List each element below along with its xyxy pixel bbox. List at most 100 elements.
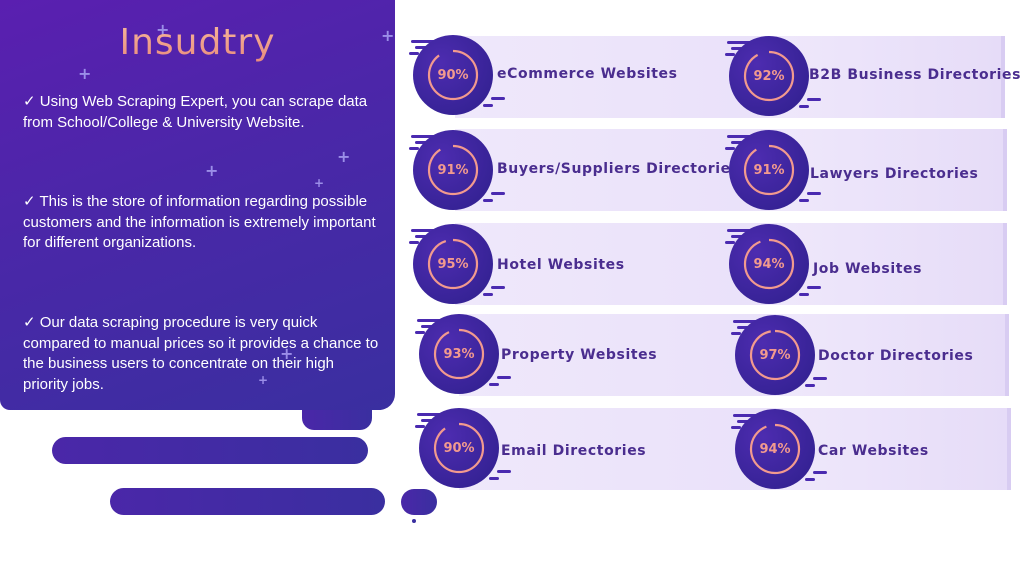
percent-value: 90% (443, 440, 475, 456)
percent-value: 94% (753, 256, 785, 272)
card-band (770, 36, 1005, 118)
progress-arc-fill (749, 423, 801, 475)
progress-arc (743, 238, 795, 290)
panel-drip (401, 489, 437, 515)
plus-sparkle-icon: + (156, 22, 169, 38)
decor-line (489, 383, 499, 386)
card-label: Job Websites (813, 261, 923, 277)
card-label: Doctor Directories (818, 348, 974, 364)
decor-line (805, 384, 815, 387)
progress-arc-fill (433, 328, 485, 380)
plus-sparkle-icon: + (314, 176, 325, 190)
decor-line (799, 293, 809, 296)
card-band (770, 223, 1007, 305)
plus-sparkle-icon: + (337, 147, 351, 166)
progress-arc-fill (427, 49, 479, 101)
progress-arc-fill (743, 144, 795, 196)
percent-value: 90% (437, 67, 469, 83)
decor-line (415, 331, 425, 334)
plus-sparkle-icon: + (381, 28, 394, 44)
decor-line (733, 414, 759, 417)
progress-arc (743, 50, 795, 102)
bullet-text: ✓ Our data scraping procedure is very qu… (23, 314, 379, 393)
progress-arc (749, 329, 801, 381)
progress-arc-fill (433, 422, 485, 474)
plus-sparkle-icon: + (205, 161, 219, 180)
progress-ring: 91% (413, 130, 493, 210)
card-band (770, 129, 1007, 211)
panel-drip (52, 437, 368, 464)
plus-sparkle-icon: + (280, 344, 294, 363)
page-title: Insudtry (0, 22, 395, 63)
progress-arc (749, 423, 801, 475)
decor-line (409, 241, 419, 244)
decor-line (799, 199, 809, 202)
card-label: Hotel Websites (497, 257, 625, 273)
percent-value: 94% (759, 441, 791, 457)
decor-line (725, 241, 735, 244)
panel-drip (302, 410, 372, 430)
card-label: eCommerce Websites (497, 66, 678, 82)
decor-line (497, 470, 511, 473)
decor-line (409, 147, 419, 150)
card-label: Buyers/Suppliers Directories (497, 161, 740, 177)
decor-line (805, 478, 815, 481)
decor-line (725, 147, 735, 150)
decor-line (497, 376, 511, 379)
progress-ring: 94% (729, 224, 809, 304)
decor-line (411, 40, 437, 43)
progress-arc-fill (749, 329, 801, 381)
progress-ring: 91% (729, 130, 809, 210)
decor-line (491, 192, 505, 195)
decor-line (813, 471, 827, 474)
decor-line (727, 41, 753, 44)
progress-arc-fill (427, 238, 479, 290)
plus-sparkle-icon: + (78, 64, 92, 83)
percent-value: 92% (753, 68, 785, 84)
decor-dot (412, 519, 416, 523)
card-band (776, 408, 1011, 490)
percent-value: 91% (437, 162, 469, 178)
percent-value: 93% (443, 346, 475, 362)
card-label: Property Websites (501, 347, 658, 363)
decor-line (731, 332, 741, 335)
percent-value: 97% (759, 347, 791, 363)
bullet-text: ✓ This is the store of information regar… (23, 193, 376, 251)
decor-line (733, 320, 759, 323)
decor-line (483, 293, 493, 296)
progress-arc-fill (427, 144, 479, 196)
decor-line (417, 413, 443, 416)
decor-line (807, 192, 821, 195)
decor-line (725, 53, 735, 56)
percent-value: 91% (753, 162, 785, 178)
decor-line (799, 105, 809, 108)
progress-ring: 90% (419, 408, 499, 488)
progress-arc-fill (743, 238, 795, 290)
progress-arc (433, 328, 485, 380)
progress-arc (427, 144, 479, 196)
progress-arc-fill (743, 50, 795, 102)
progress-arc (427, 49, 479, 101)
progress-ring: 93% (419, 314, 499, 394)
progress-ring: 97% (735, 315, 815, 395)
progress-arc (427, 238, 479, 290)
decor-line (491, 286, 505, 289)
decor-line (489, 477, 499, 480)
card-label: Car Websites (818, 443, 929, 459)
card-label: B2B Business Directories (809, 67, 1022, 83)
plus-sparkle-icon: + (258, 373, 269, 387)
decor-line (411, 229, 437, 232)
decor-line (807, 286, 821, 289)
progress-arc (743, 144, 795, 196)
decor-line (813, 377, 827, 380)
decor-line (417, 319, 443, 322)
progress-arc (433, 422, 485, 474)
decor-line (483, 104, 493, 107)
decor-line (727, 229, 753, 232)
decor-line (807, 98, 821, 101)
progress-ring: 95% (413, 224, 493, 304)
decor-line (483, 199, 493, 202)
decor-line (727, 135, 753, 138)
bullet-text: ✓ Using Web Scraping Expert, you can scr… (23, 93, 368, 131)
card-label: Lawyers Directories (810, 166, 979, 182)
